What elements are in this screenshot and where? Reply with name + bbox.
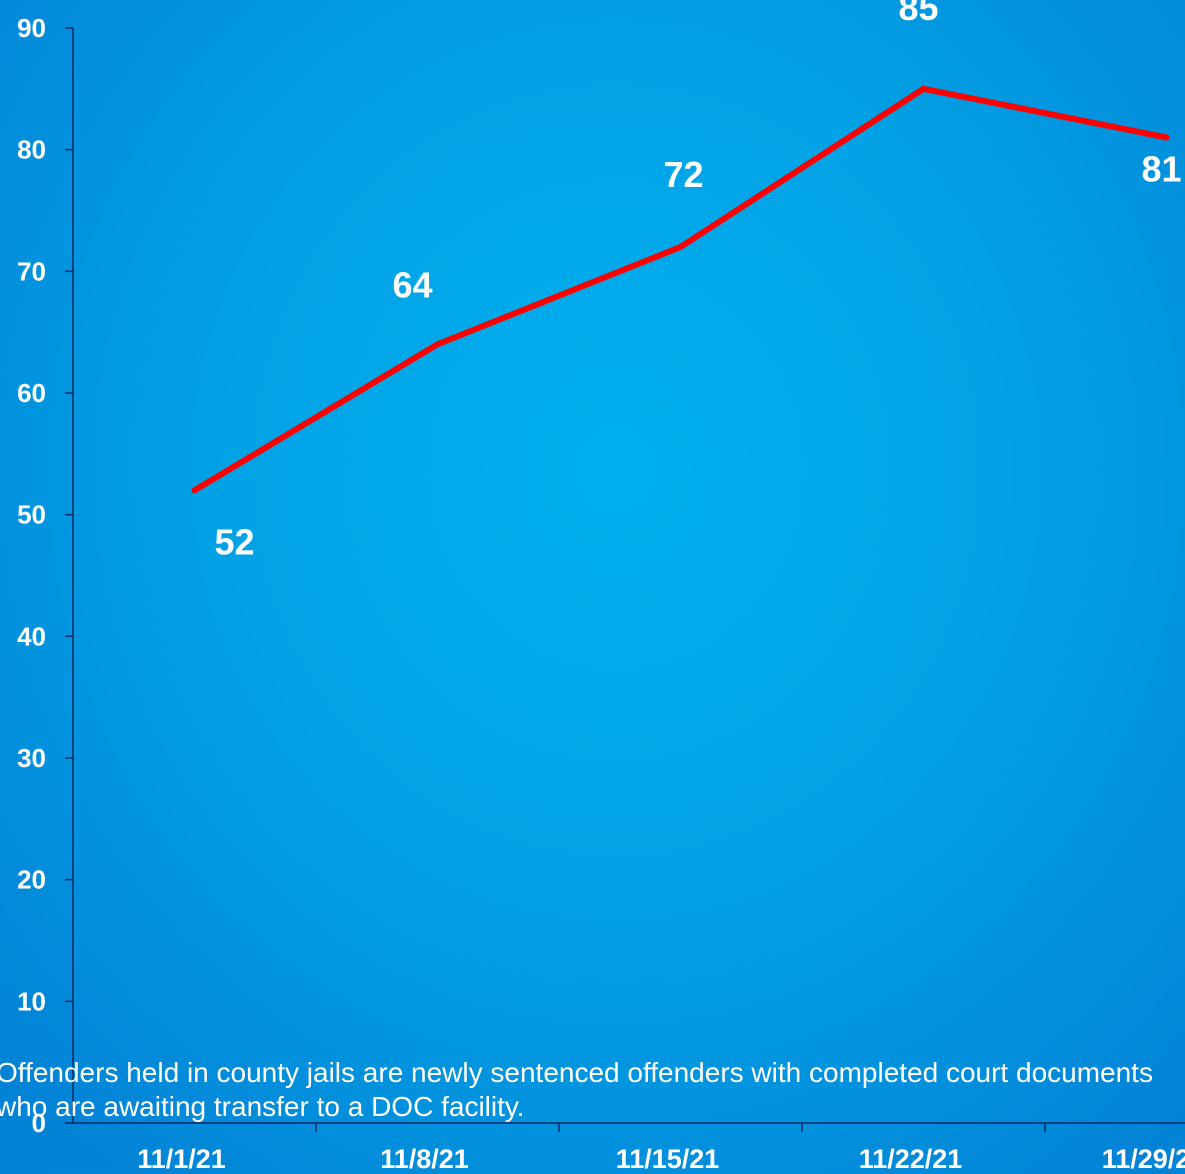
data-labels: 52 64 72 85 81	[214, 0, 1181, 562]
y-tick-label: 30	[17, 743, 46, 773]
x-tick-label: 11/8/21	[380, 1144, 469, 1174]
data-label: 85	[898, 0, 938, 28]
x-tick-label: 11/22/21	[859, 1144, 963, 1174]
x-tick-label: 11/1/21	[137, 1144, 226, 1174]
y-tick-label: 20	[17, 865, 46, 895]
y-tick-label: 50	[17, 500, 46, 530]
data-label: 52	[214, 521, 254, 562]
x-axis: 11/1/21 11/8/21 11/15/21 11/22/21 11/29/21	[73, 1122, 1185, 1174]
y-tick-label: 80	[17, 135, 46, 165]
data-label: 64	[392, 264, 432, 305]
y-tick-label: 90	[17, 13, 46, 43]
series-layer	[191, 85, 1170, 494]
y-tick-label: 70	[17, 256, 46, 286]
y-tick-label: 60	[17, 378, 46, 408]
x-tick-label: 11/29/21	[1102, 1144, 1185, 1174]
x-tick-label: 11/15/21	[616, 1144, 720, 1174]
series-line	[191, 85, 1170, 494]
data-label: 81	[1141, 149, 1181, 190]
y-tick-label: 10	[17, 986, 46, 1016]
y-axis: 0 10 20 30 40 50 60 70 80 90	[17, 13, 74, 1138]
data-label: 72	[663, 154, 703, 195]
y-tick-label: 40	[17, 621, 46, 651]
y-tick-label: 0	[32, 1108, 46, 1138]
